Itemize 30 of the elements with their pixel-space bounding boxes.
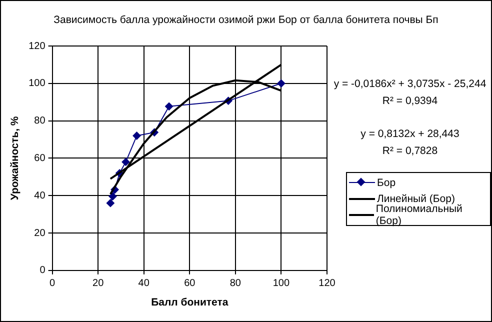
y-axis-title: Урожайность, % — [9, 116, 22, 200]
x-tick-label: 80 — [230, 278, 242, 290]
x-tick-label: 60 — [184, 278, 196, 290]
point — [106, 199, 114, 208]
x-tick-label: 100 — [272, 278, 290, 290]
chart-title: Зависимость балла урожайности озимой ржи Бор от балла бонитета почвы Бп — [52, 14, 440, 26]
x-tick-label: 120 — [318, 278, 336, 290]
point — [277, 79, 286, 88]
y-tick-label: 100 — [28, 78, 46, 90]
y-tick-label: 60 — [34, 152, 46, 164]
y-tick-label: 40 — [34, 190, 46, 202]
x-tick-label: 20 — [92, 278, 104, 290]
x-axis-title: Балл бонитета — [151, 296, 228, 309]
text: R² = 0,9394 — [381, 95, 439, 107]
y-tick-label: 0 — [40, 265, 46, 276]
y-tick-label: 20 — [34, 228, 46, 239]
point — [122, 158, 130, 166]
legend-label: Бор — [377, 177, 396, 189]
point — [132, 132, 141, 140]
text: y = 0,8132x + 28,443 — [360, 128, 460, 140]
legend-label: Полиномиальный (Бор) — [376, 203, 464, 227]
x-tick-label: 40 — [138, 278, 150, 290]
point — [165, 102, 174, 110]
legend-label: Линейный (Бор) — [377, 193, 455, 205]
x-tick-label: 0 — [50, 278, 56, 290]
point — [108, 192, 117, 200]
text: y = -0,0186x² + 3,0735x - 25,244 — [332, 78, 488, 90]
text: R² = 0,7828 — [381, 145, 439, 157]
y-tick-label: 80 — [34, 116, 46, 127]
y-tick-label: 120 — [28, 40, 46, 52]
